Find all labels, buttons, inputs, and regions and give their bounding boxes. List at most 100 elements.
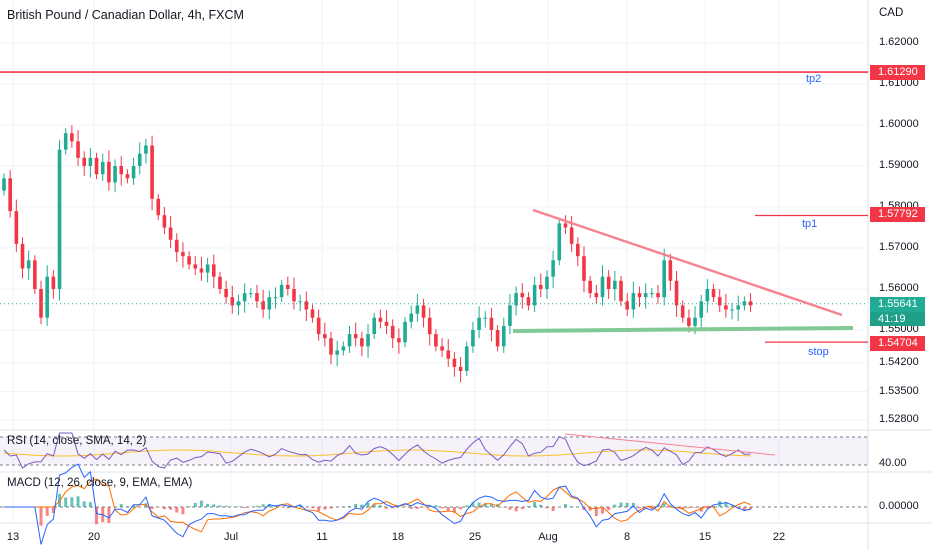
macd-histogram-bar bbox=[563, 504, 567, 507]
macd-histogram-bar bbox=[70, 497, 74, 507]
stop-label[interactable]: stop bbox=[808, 346, 829, 358]
candle-body bbox=[637, 293, 642, 298]
candle-body bbox=[273, 297, 278, 299]
candle-body bbox=[205, 264, 210, 273]
candle-body bbox=[736, 305, 741, 310]
candle-body bbox=[310, 309, 315, 318]
macd-histogram-bar bbox=[619, 502, 623, 507]
price-tick: 1.55000 bbox=[879, 323, 919, 335]
macd-histogram-bar bbox=[422, 507, 426, 508]
macd-histogram-bar bbox=[693, 507, 697, 508]
candle-body bbox=[162, 215, 167, 228]
candle-body bbox=[150, 145, 154, 199]
tp2-label[interactable]: tp2 bbox=[806, 73, 822, 85]
candle-body bbox=[680, 305, 685, 318]
macd-histogram-bar bbox=[199, 500, 203, 507]
candle-body bbox=[372, 317, 376, 335]
macd-histogram-bar bbox=[354, 503, 358, 507]
candle-body bbox=[501, 325, 506, 347]
candle-body bbox=[329, 338, 333, 355]
date-tick: Jul bbox=[223, 531, 239, 543]
macd-histogram-bar bbox=[39, 507, 43, 526]
macd-label[interactable]: MACD (12, 26, close, 9, EMA, EMA) bbox=[7, 477, 193, 489]
candle-body bbox=[298, 301, 302, 303]
macd-histogram-bar bbox=[465, 505, 469, 507]
candle-body bbox=[452, 358, 457, 367]
candle-body bbox=[378, 317, 383, 322]
macd-histogram-bar bbox=[51, 507, 55, 514]
macd-histogram-bar bbox=[58, 493, 62, 507]
candle-body bbox=[458, 366, 463, 371]
macd-histogram-bar bbox=[545, 507, 549, 509]
macd-histogram-bar bbox=[742, 507, 746, 512]
macd-histogram-bar bbox=[218, 505, 222, 507]
candle-body bbox=[107, 161, 111, 183]
candle-body bbox=[39, 289, 43, 318]
rsi-label[interactable]: RSI (14, close, SMA, 14, 2) bbox=[7, 435, 147, 447]
tp1-price-badge: 1.57792 bbox=[870, 207, 925, 222]
candle-body bbox=[434, 334, 438, 347]
macd-histogram-bar bbox=[705, 507, 709, 509]
macd-histogram-bar bbox=[434, 505, 438, 507]
candle-body bbox=[711, 289, 716, 298]
price-tick: 1.54200 bbox=[879, 355, 919, 368]
rsi-axis-value: 40.00 bbox=[879, 457, 907, 469]
macd-histogram-bar bbox=[391, 507, 395, 509]
macd-histogram-bar bbox=[526, 506, 530, 507]
candle-body bbox=[415, 305, 420, 314]
candle-body bbox=[730, 309, 734, 311]
macd-line bbox=[4, 463, 751, 545]
candle-body bbox=[662, 260, 666, 298]
macd-histogram-bar bbox=[520, 507, 524, 510]
candle-body bbox=[156, 198, 161, 216]
candle-body bbox=[588, 280, 592, 294]
macd-histogram-bar bbox=[539, 504, 543, 507]
candles bbox=[2, 125, 753, 383]
macd-histogram-bar bbox=[181, 507, 185, 515]
price-tick: 1.61000 bbox=[879, 77, 919, 89]
candle-body bbox=[576, 243, 580, 257]
macd-histogram-bar bbox=[107, 507, 111, 523]
macd-histogram-bar bbox=[82, 501, 86, 507]
tp1-label[interactable]: tp1 bbox=[802, 218, 818, 230]
macd-histogram-bar bbox=[483, 503, 487, 507]
candle-body bbox=[569, 227, 574, 244]
macd-histogram-bar bbox=[317, 507, 321, 512]
support-line bbox=[512, 326, 854, 333]
candle-body bbox=[199, 268, 204, 273]
macd-histogram-bar bbox=[650, 507, 654, 510]
macd-histogram-bar bbox=[477, 502, 481, 507]
candle-body bbox=[563, 223, 568, 228]
date-tick: 20 bbox=[87, 531, 101, 543]
macd-histogram-bar bbox=[600, 507, 604, 514]
macd-signal-line bbox=[4, 478, 751, 533]
price-tick: 1.60000 bbox=[879, 118, 919, 130]
macd-histogram-bar bbox=[459, 507, 463, 510]
candle-body bbox=[409, 313, 414, 322]
macd-histogram-bar bbox=[119, 504, 123, 507]
candle-body bbox=[267, 297, 272, 310]
candle-body bbox=[224, 289, 228, 298]
candle-body bbox=[292, 289, 296, 302]
drawings[interactable] bbox=[0, 71, 868, 343]
macd-histogram-bar bbox=[662, 503, 666, 507]
candle-body bbox=[279, 284, 284, 298]
candle-body bbox=[82, 157, 87, 166]
candle-body bbox=[366, 334, 370, 347]
macd-histogram-bar bbox=[187, 506, 191, 507]
macd-histogram-bar bbox=[638, 507, 642, 509]
candle-body bbox=[582, 256, 586, 281]
macd-histogram-bar bbox=[551, 507, 555, 511]
candle-body bbox=[76, 141, 80, 158]
candle-body bbox=[687, 317, 691, 326]
resistance-trendline bbox=[532, 208, 843, 317]
macd-histogram-bar bbox=[452, 507, 456, 513]
candle-body bbox=[650, 293, 654, 295]
candle-body bbox=[26, 260, 31, 269]
macd-histogram-bar bbox=[372, 504, 376, 507]
candle-body bbox=[699, 301, 704, 318]
macd-histogram-bar bbox=[323, 507, 327, 510]
candle-body bbox=[446, 350, 451, 359]
price-tick: 1.59000 bbox=[879, 159, 919, 171]
